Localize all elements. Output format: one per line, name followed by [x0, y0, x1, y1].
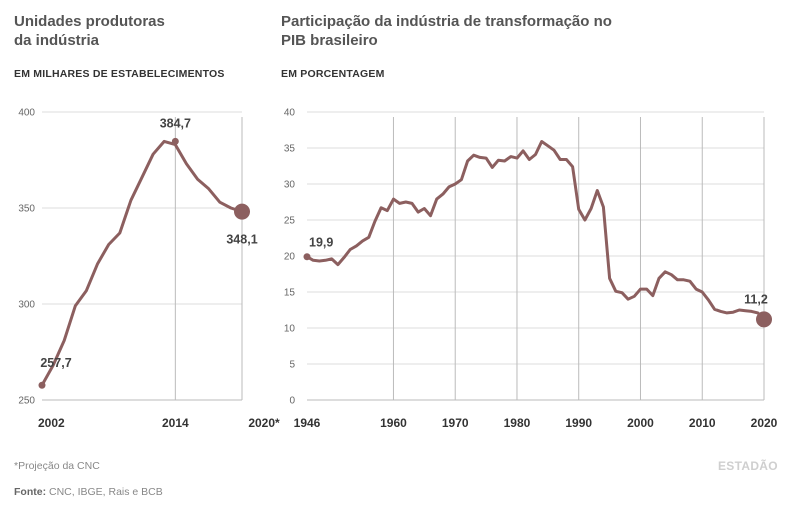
x-tick-label: 2020 — [751, 416, 778, 430]
y-tick-label: 40 — [284, 108, 296, 119]
x-tick-label: 1960 — [380, 416, 407, 430]
brand-name: ESTADÃO — [718, 459, 778, 473]
series-line — [40, 139, 244, 387]
left-chart-subtitle: EM MILHARES DE ESTABELECIMENTOS — [14, 68, 225, 80]
source-text: CNC, IBGE, Rais e BCB — [46, 486, 163, 498]
y-tick-label: 30 — [284, 180, 296, 191]
data-point-marker — [756, 311, 772, 328]
y-tick-label: 10 — [284, 324, 296, 335]
y-tick-label: 0 — [289, 396, 295, 407]
data-point-marker — [303, 253, 311, 261]
data-label: 384,7 — [160, 116, 191, 130]
x-tick-label: 1980 — [504, 416, 531, 430]
right-chart-title: Participação da indústria de transformaç… — [281, 12, 612, 50]
y-tick-label: 20 — [284, 252, 296, 263]
x-tick-label: 1946 — [294, 416, 321, 430]
source-label: Fonte: — [14, 486, 47, 498]
data-point-marker — [171, 137, 179, 145]
chart-gdp-share: 0 5 10 15 20 25 30 35 40 1946 1960 1970 1980 1990 2000… — [284, 108, 778, 431]
y-tick-label: 5 — [289, 360, 295, 371]
series-line — [305, 140, 766, 321]
data-point-marker — [38, 381, 46, 389]
y-tick-label: 300 — [18, 300, 35, 311]
data-label: 348,1 — [226, 233, 257, 247]
y-tick-label: 400 — [18, 108, 35, 119]
data-point-marker — [234, 203, 250, 220]
left-chart-title: Unidades produtoras da indústria — [14, 12, 165, 50]
y-tick-label: 250 — [18, 396, 35, 407]
data-label: 11,2 — [744, 292, 768, 306]
brand-logo: ESTADÃO — [718, 459, 778, 473]
right-chart-subtitle: EM PORCENTAGEM — [281, 68, 385, 80]
y-tick-label: 350 — [18, 204, 35, 215]
x-tick-label: 2002 — [38, 416, 65, 430]
right-chart-title-line2: PIB brasileiro — [281, 32, 378, 49]
x-tick-label: 1970 — [442, 416, 469, 430]
left-chart-title-line2: da indústria — [14, 32, 100, 49]
x-tick-label: 1990 — [565, 416, 592, 430]
x-tick-label: 2020* — [248, 416, 280, 430]
chart-units: 250 300 350 400 2002 2014 2020* 257,7 384,7 348,1 — [18, 108, 280, 431]
data-label: 19,9 — [309, 236, 333, 250]
projection-footnote: *Projeção da CNC — [14, 460, 100, 472]
y-tick-label: 35 — [284, 144, 296, 155]
left-chart-title-line1: Unidades produtoras — [14, 13, 165, 30]
data-label: 257,7 — [40, 356, 71, 370]
source-note: Fonte: CNC, IBGE, Rais e BCB — [14, 486, 163, 498]
right-chart-title-line1: Participação da indústria de transformaç… — [281, 13, 612, 30]
y-tick-label: 25 — [284, 216, 296, 227]
x-tick-label: 2014 — [162, 416, 189, 430]
x-tick-label: 2010 — [689, 416, 716, 430]
y-tick-label: 15 — [284, 288, 296, 299]
x-tick-label: 2000 — [627, 416, 654, 430]
